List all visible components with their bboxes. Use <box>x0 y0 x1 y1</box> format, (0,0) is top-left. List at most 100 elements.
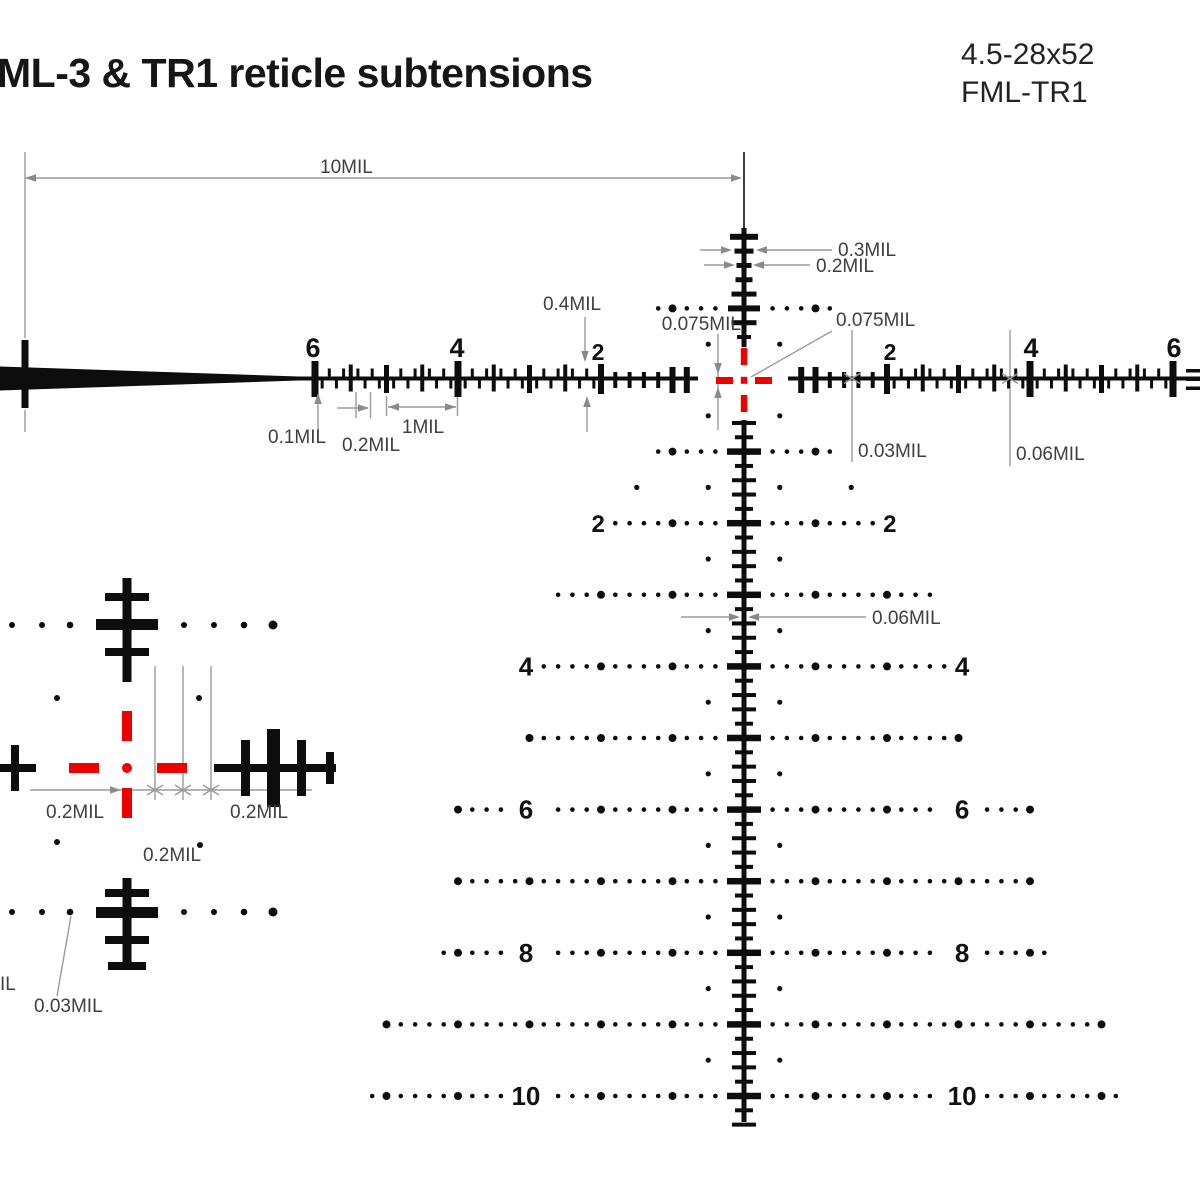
left-heavy-post <box>0 366 298 391</box>
grid-dot <box>613 878 618 884</box>
grid-dot <box>668 877 677 886</box>
dimension-arrowhead <box>583 396 591 407</box>
grid-dot <box>454 948 462 957</box>
reticle-mark <box>735 1079 753 1084</box>
reticle-mark <box>549 379 553 389</box>
reticle-mark <box>727 519 761 527</box>
grid-dot <box>811 447 820 456</box>
reticle-mark <box>741 228 747 347</box>
reticle-mark <box>1014 368 1018 378</box>
grid-dot <box>927 664 933 669</box>
reticle-mark <box>1092 379 1096 389</box>
reticle-mark <box>1150 379 1154 389</box>
red-center-mark <box>740 376 748 384</box>
grid-dot <box>899 664 904 669</box>
scope-spec: 4.5-28x52 FML-TR1 <box>961 36 1094 112</box>
grid-dot <box>713 735 718 741</box>
grid-dot <box>555 807 561 812</box>
grid-dot <box>777 699 783 705</box>
grid-dot <box>798 664 804 669</box>
grid-dot <box>698 807 704 812</box>
grid-dot <box>770 807 775 812</box>
reticle-mark <box>477 379 481 389</box>
reticle-mark <box>732 907 756 912</box>
reticle-mark <box>884 364 890 394</box>
grid-dot <box>39 622 45 628</box>
reticle-mark <box>105 889 149 897</box>
reticle-mark <box>732 850 756 855</box>
reticle-mark <box>1057 368 1061 378</box>
grid-dot <box>870 1093 875 1099</box>
grid-dot <box>698 449 704 454</box>
red-center-dot <box>122 763 132 773</box>
grid-dot <box>713 592 718 598</box>
reticle-mark <box>732 693 756 698</box>
grid-dot <box>798 950 804 956</box>
grid-dot <box>784 592 790 598</box>
reticle-mark <box>812 367 819 393</box>
grid-dot <box>1026 805 1034 814</box>
grid-dot <box>841 1093 847 1099</box>
grid-dot <box>470 807 475 812</box>
reticle-mark <box>470 368 474 378</box>
grid-dot <box>655 878 661 884</box>
grid-dot <box>470 1022 475 1027</box>
h-scale-number: 2 <box>592 339 605 365</box>
reticle-mark <box>788 376 1186 381</box>
annotation-detail-dim-0-2mil-right: 0.2MIL <box>230 802 288 823</box>
grid-dot <box>784 306 790 311</box>
grid-dot <box>856 592 861 598</box>
grid-dot <box>913 1093 918 1099</box>
annotation-dim-0-06mil-post: 0.06MIL <box>872 608 941 629</box>
reticle-mark <box>935 379 939 389</box>
reticle-mark <box>735 1008 753 1013</box>
grid-dot <box>627 878 632 884</box>
reticle-mark <box>735 607 753 612</box>
grid-dot <box>613 592 618 598</box>
grid-dot <box>770 520 775 526</box>
grid-dot <box>784 520 790 526</box>
dimension-arrowhead <box>731 174 742 182</box>
grid-dot <box>811 734 820 742</box>
grid-dot <box>627 1093 632 1099</box>
reticle-mark <box>741 420 747 1122</box>
reticle-mark <box>732 478 756 483</box>
reticle-mark <box>527 365 532 393</box>
grid-dot <box>941 664 947 669</box>
grid-dot <box>268 620 278 630</box>
grid-dot <box>827 664 833 669</box>
grid-dot <box>211 909 217 915</box>
v-scale-number: 2 <box>591 511 604 538</box>
grid-dot <box>641 878 647 884</box>
annotation-dim-0-2mil-ladder: 0.2MIL <box>816 256 874 277</box>
grid-dot <box>841 1022 847 1027</box>
grid-dot <box>655 306 661 311</box>
grid-dot <box>584 950 589 956</box>
grid-dot <box>841 950 847 956</box>
v-scale-number: 6 <box>519 795 533 825</box>
grid-dot <box>641 950 647 956</box>
grid-dot <box>777 842 783 849</box>
reticle-mark <box>105 648 149 656</box>
reticle-mark <box>735 750 753 755</box>
reticle-mark <box>392 379 396 389</box>
grid-dot <box>777 628 783 634</box>
grid-dot <box>627 520 632 526</box>
grid-dot <box>181 622 187 628</box>
reticle-mark <box>842 372 847 388</box>
grid-dot <box>784 664 790 669</box>
reticle-mark <box>413 368 417 378</box>
grid-dot <box>705 341 711 347</box>
grid-dot <box>555 1093 561 1099</box>
grid-dot <box>668 447 677 456</box>
grid-dot <box>1026 877 1034 886</box>
reticle-mark <box>326 752 334 784</box>
grid-dot <box>668 519 677 528</box>
reticle-mark <box>1049 379 1053 389</box>
grid-dot <box>984 1022 990 1027</box>
grid-dot <box>713 878 718 884</box>
reticle-mark <box>105 593 149 601</box>
grid-dot <box>498 878 504 884</box>
reticle-mark <box>420 364 425 392</box>
